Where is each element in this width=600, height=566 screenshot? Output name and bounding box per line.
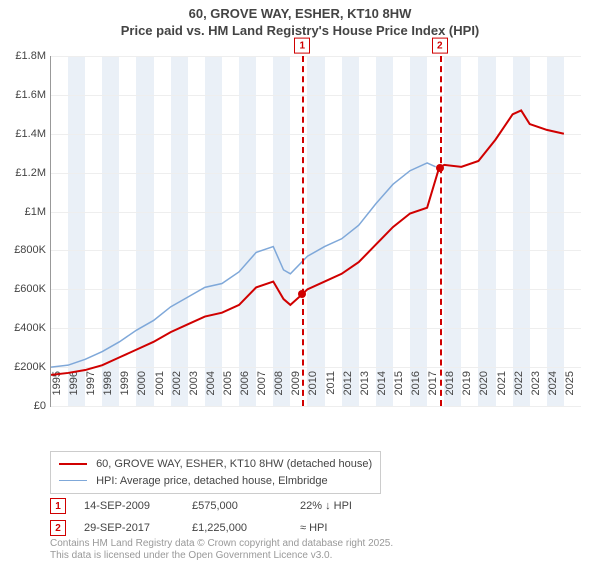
sale-delta-2: ≈ HPI: [300, 522, 327, 534]
sale-marker-1: 1: [50, 498, 66, 514]
series-hpi: [51, 163, 436, 367]
footer-line1: Contains HM Land Registry data © Crown c…: [50, 538, 393, 550]
legend-swatch-2: [59, 480, 87, 482]
chart-sale-marker-2: 2: [432, 38, 448, 54]
sale-date-2: 29-SEP-2017: [84, 522, 174, 534]
legend-item-1: 60, GROVE WAY, ESHER, KT10 8HW (detached…: [59, 456, 372, 473]
footer-line2: This data is licensed under the Open Gov…: [50, 550, 393, 562]
y-axis-label: £1.6M: [15, 89, 46, 101]
legend-swatch-1: [59, 463, 87, 465]
sale-delta-1: 22% ↓ HPI: [300, 500, 352, 512]
chart-sale-marker-1: 1: [294, 38, 310, 54]
sale-price-1: £575,000: [192, 500, 282, 512]
sale-date-1: 14-SEP-2009: [84, 500, 174, 512]
sale-marker-2: 2: [50, 520, 66, 536]
legend-item-2: HPI: Average price, detached house, Elmb…: [59, 473, 372, 490]
legend-label-1: 60, GROVE WAY, ESHER, KT10 8HW (detached…: [96, 458, 372, 470]
sale-row-2: 2 29-SEP-2017 £1,225,000 ≈ HPI: [50, 520, 327, 536]
sale-row-1: 1 14-SEP-2009 £575,000 22% ↓ HPI: [50, 498, 352, 514]
y-axis-label: £0: [34, 400, 46, 412]
sale-price-2: £1,225,000: [192, 522, 282, 534]
y-axis-label: £600K: [14, 283, 46, 295]
chart-container: 60, GROVE WAY, ESHER, KT10 8HW Price pai…: [0, 6, 600, 566]
y-axis-label: £1M: [25, 206, 46, 218]
chart-title-line1: 60, GROVE WAY, ESHER, KT10 8HW: [0, 6, 600, 23]
legend-label-2: HPI: Average price, detached house, Elmb…: [96, 475, 328, 487]
y-axis-label: £200K: [14, 361, 46, 373]
y-axis-label: £1.4M: [15, 128, 46, 140]
y-axis-label: £400K: [14, 322, 46, 334]
y-axis-label: £800K: [14, 244, 46, 256]
footer: Contains HM Land Registry data © Crown c…: [50, 538, 393, 562]
y-axis-label: £1.2M: [15, 167, 46, 179]
chart-title-line2: Price paid vs. HM Land Registry's House …: [0, 23, 600, 38]
legend: 60, GROVE WAY, ESHER, KT10 8HW (detached…: [50, 451, 381, 494]
y-axis-label: £1.8M: [15, 50, 46, 62]
chart-plot-area: £0£200K£400K£600K£800K£1M£1.2M£1.4M£1.6M…: [50, 56, 581, 407]
